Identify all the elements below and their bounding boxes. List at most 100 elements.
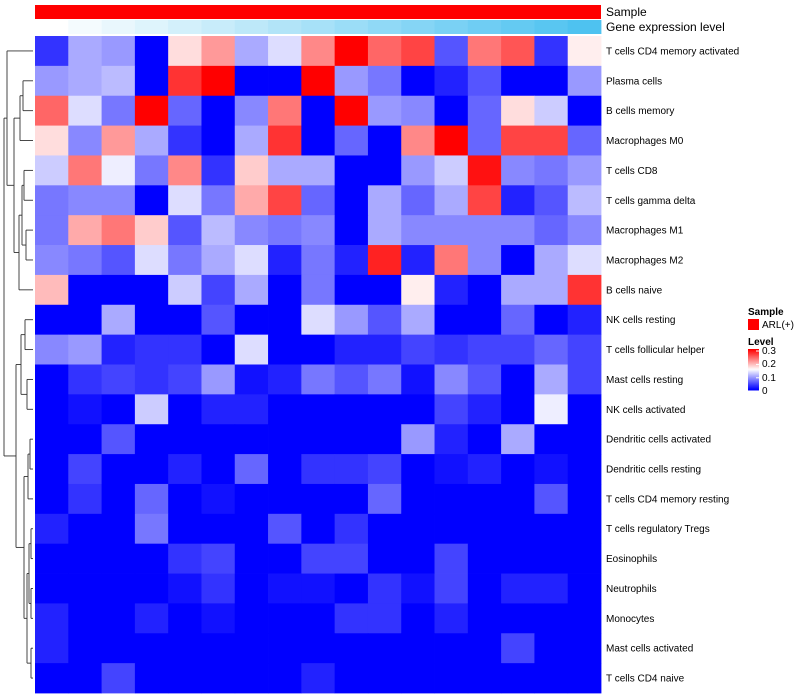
- heatmap-cell: [134, 36, 169, 67]
- heatmap-cell: [501, 573, 535, 604]
- heatmap-cell: [68, 394, 102, 425]
- heatmap-cell: [134, 364, 169, 395]
- heatmap-cell: [168, 603, 202, 634]
- heatmap-cell: [467, 364, 502, 395]
- heatmap-cell: [467, 155, 502, 186]
- heatmap-cell: [35, 185, 69, 216]
- heatmap-cell: [35, 543, 69, 574]
- heatmap-cell: [401, 424, 435, 455]
- heatmap-cell: [35, 304, 69, 336]
- level-bar-segment: [748, 370, 759, 373]
- heatmap-cell: [134, 125, 169, 156]
- heatmap-cell: [367, 603, 402, 634]
- heatmap-cell: [534, 454, 569, 485]
- heatmap-cell: [567, 603, 602, 634]
- heatmap-cell: [68, 245, 102, 276]
- heatmap-cell: [201, 663, 236, 694]
- heatmap-cell: [567, 334, 602, 365]
- level-bar-segment: [748, 364, 759, 366]
- heatmap-cell: [301, 36, 336, 67]
- gene-expression-cell: [301, 20, 336, 34]
- heatmap-cell: [301, 424, 336, 455]
- heatmap-cell: [434, 125, 469, 156]
- heatmap-cell: [467, 483, 502, 515]
- row-labels: T cells CD4 memory activated Plasma cells…: [606, 46, 739, 684]
- heatmap-cell: [301, 454, 336, 485]
- heatmap-cell: [501, 513, 535, 545]
- heatmap-cell: [334, 36, 369, 67]
- heatmap-cell: [434, 364, 469, 395]
- heatmap-cell: [567, 65, 602, 97]
- level-color-bar: [748, 349, 759, 392]
- heatmap-cell: [301, 65, 336, 97]
- gene-expression-cell: [567, 20, 602, 34]
- row-label: NK cells resting: [606, 315, 675, 326]
- heatmap-cell: [35, 394, 69, 425]
- heatmap-cell: [35, 663, 69, 694]
- heatmap-cell: [401, 483, 435, 515]
- level-tick-0-3: 0.3: [762, 346, 776, 357]
- heatmap-cell: [334, 663, 369, 694]
- legend: Sample ARL(+) Level 0.3 0.2 0.1 0: [748, 307, 794, 397]
- level-tick-0: 0: [762, 386, 768, 397]
- heatmap-cell: [68, 513, 102, 545]
- heatmap-cell: [68, 334, 102, 365]
- heatmap-cell: [301, 633, 336, 664]
- heatmap-cell: [367, 95, 402, 126]
- heatmap-cell: [334, 95, 369, 126]
- heatmap-cell: [234, 245, 269, 276]
- heatmap-cell: [401, 65, 435, 97]
- heatmap-cell: [201, 155, 236, 186]
- heatmap-cell: [134, 663, 169, 694]
- heatmap-cell: [101, 454, 136, 485]
- heatmap-cell: [467, 454, 502, 485]
- heatmap-cell: [234, 36, 269, 67]
- heatmap-cell: [401, 36, 435, 67]
- level-bar-segment: [748, 362, 759, 364]
- heatmap-cell: [234, 454, 269, 485]
- heatmap-cell: [234, 603, 269, 634]
- gene-expression-cell: [168, 20, 202, 34]
- heatmap-cell: [501, 334, 535, 365]
- heatmap-cell: [567, 663, 602, 694]
- level-bar-segment: [748, 375, 759, 378]
- heatmap-cell: [434, 603, 469, 634]
- level-bar-segment: [748, 353, 759, 355]
- heatmap-cell: [401, 663, 435, 694]
- level-tick-0-2: 0.2: [762, 359, 776, 370]
- heatmap-cell: [501, 65, 535, 97]
- level-bar-segment: [748, 369, 759, 372]
- row-label: Macrophages M1: [606, 226, 684, 237]
- level-bar-segment: [748, 386, 759, 389]
- heatmap-cell: [68, 304, 102, 336]
- heatmap-cell: [501, 155, 535, 186]
- heatmap-cell: [534, 125, 569, 156]
- heatmap-cell: [367, 274, 402, 306]
- heatmap-cell: [567, 245, 602, 276]
- heatmap-cell: [201, 274, 236, 306]
- heatmap-cell: [68, 36, 102, 67]
- heatmap-cell: [101, 663, 136, 694]
- heatmap-cell: [101, 424, 136, 455]
- heatmap-cell: [434, 215, 469, 246]
- heatmap-cell: [401, 454, 435, 485]
- heatmap-cell: [168, 304, 202, 336]
- heatmap-cell: [367, 155, 402, 186]
- heatmap-cell: [301, 483, 336, 515]
- heatmap-cell: [234, 633, 269, 664]
- level-bar-segment: [748, 360, 759, 362]
- level-bar-segment: [748, 378, 759, 381]
- heatmap-cell: [68, 185, 102, 216]
- heatmap-cell: [134, 513, 169, 545]
- heatmap-cell: [567, 364, 602, 395]
- heatmap-cell: [301, 663, 336, 694]
- heatmap-cell: [168, 394, 202, 425]
- heatmap-cell: [367, 65, 402, 97]
- heatmap-cell: [101, 274, 136, 306]
- heatmap-cell: [101, 573, 136, 604]
- heatmap-cell: [534, 394, 569, 425]
- heatmap-cell: [234, 334, 269, 365]
- heatmap-cell: [68, 424, 102, 455]
- row-label: T cells CD8: [606, 166, 658, 177]
- heatmap-cell: [201, 424, 236, 455]
